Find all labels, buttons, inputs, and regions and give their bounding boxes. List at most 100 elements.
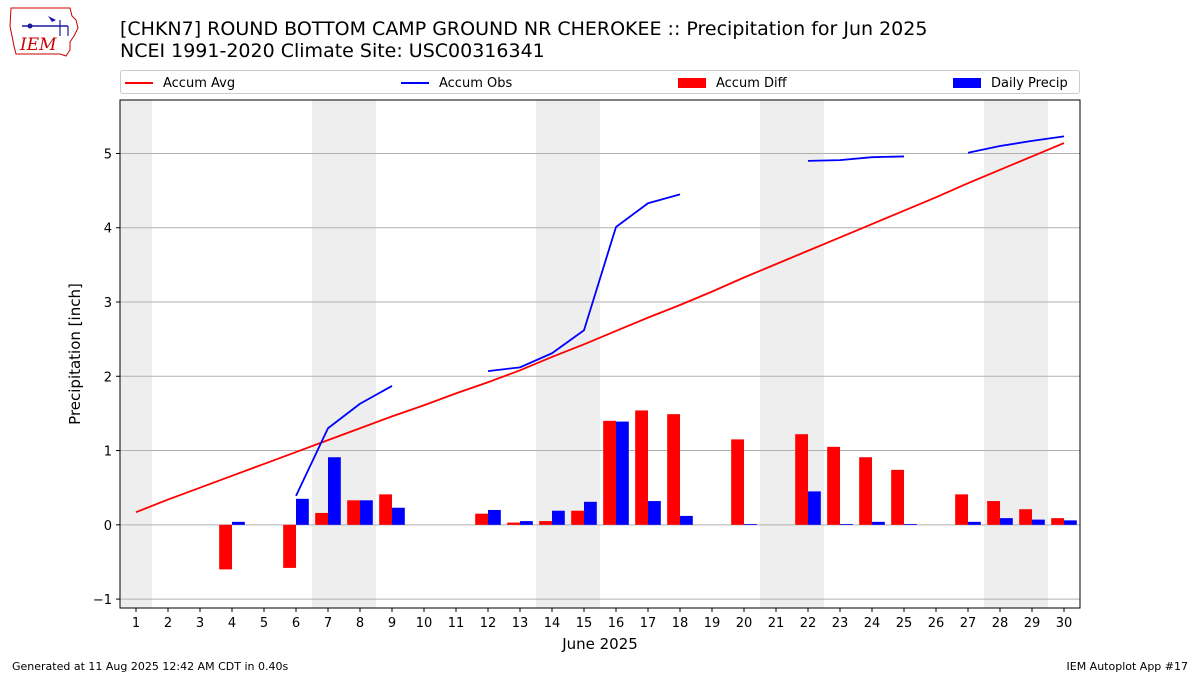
legend-label: Accum Obs: [439, 75, 513, 91]
y-tick-label: 5: [104, 147, 112, 162]
x-tick-label: 22: [800, 616, 817, 631]
legend-label: Accum Avg: [163, 75, 236, 91]
bar-accum-diff: [315, 512, 328, 525]
y-tick-label: 2: [104, 370, 112, 385]
bar-daily-precip: [1000, 518, 1013, 525]
x-axis-label: June 2025: [561, 635, 638, 653]
legend-swatch: [401, 82, 429, 84]
bar-daily-precip: [616, 421, 629, 525]
x-tick-label: 3: [196, 616, 204, 631]
iem-logo: IEM: [9, 7, 79, 57]
bar-accum-diff: [891, 469, 904, 525]
x-tick-label: 6: [292, 616, 300, 631]
x-tick-label: 9: [388, 616, 396, 631]
x-tick-label: 4: [228, 616, 236, 631]
bar-daily-precip: [552, 510, 565, 525]
bar-daily-precip: [392, 507, 405, 525]
line-accum-obs: [487, 193, 681, 372]
x-tick-label: 30: [1056, 616, 1073, 631]
bar-daily-precip: [296, 498, 309, 525]
x-tick-label: 10: [416, 616, 433, 631]
weekend-shade: [120, 100, 152, 608]
weekend-shade: [312, 100, 376, 608]
legend-swatch: [953, 78, 981, 88]
y-tick-label: 4: [104, 222, 112, 237]
x-tick-label: 14: [544, 616, 561, 631]
x-tick-label: 26: [928, 616, 945, 631]
x-tick-label: 1: [132, 616, 140, 631]
bar-accum-diff: [667, 414, 680, 525]
bar-daily-precip: [584, 501, 597, 525]
bar-daily-precip: [744, 524, 757, 525]
legend-item-daily-precip: Daily Precip: [953, 74, 1068, 92]
bar-accum-diff: [795, 434, 808, 525]
x-tick-label: 8: [356, 616, 364, 631]
bar-accum-diff: [347, 500, 360, 525]
bar-daily-precip: [808, 491, 821, 525]
bar-accum-diff: [955, 494, 968, 525]
bar-accum-diff: [731, 439, 744, 525]
plot-frame: [119, 99, 1081, 609]
y-tick-label: 0: [104, 519, 112, 534]
legend-item-accum-avg: Accum Avg: [125, 74, 235, 92]
x-tick-label: 17: [640, 616, 657, 631]
bar-accum-diff: [507, 522, 520, 525]
bar-daily-precip: [680, 515, 693, 525]
x-tick-label: 16: [608, 616, 625, 631]
x-tick-label: 7: [324, 616, 332, 631]
bar-accum-diff: [475, 513, 488, 525]
legend: Accum Avg Accum Obs Accum Diff Daily Pre…: [120, 70, 1080, 94]
bar-accum-diff: [987, 501, 1000, 525]
y-axis-label: Precipitation [inch]: [66, 283, 84, 425]
bar-daily-precip: [232, 521, 245, 525]
chart-subtitle: NCEI 1991-2020 Climate Site: USC00316341: [120, 40, 545, 62]
bar-accum-diff: [283, 524, 296, 568]
bar-daily-precip: [840, 524, 853, 525]
bar-accum-diff: [571, 510, 584, 525]
bar-daily-precip: [904, 524, 917, 525]
weekend-shade: [760, 100, 824, 608]
bar-daily-precip: [1032, 519, 1045, 525]
x-tick-label: 21: [768, 616, 785, 631]
bar-daily-precip: [648, 501, 661, 525]
bar-daily-precip: [872, 521, 885, 525]
bar-daily-precip: [328, 457, 341, 525]
x-tick-label: 11: [448, 616, 465, 631]
bar-daily-precip: [968, 521, 981, 525]
bar-accum-diff: [635, 410, 648, 525]
x-tick-label: 27: [960, 616, 977, 631]
weekend-shade: [536, 100, 600, 608]
y-tick-label: 1: [104, 445, 112, 460]
bar-accum-diff: [379, 494, 392, 525]
x-tick-label: 12: [480, 616, 497, 631]
x-tick-label: 29: [1024, 616, 1041, 631]
bar-accum-diff: [1019, 509, 1032, 525]
legend-swatch: [125, 82, 153, 84]
legend-item-accum-diff: Accum Diff: [678, 74, 787, 92]
line-accum-obs: [967, 135, 1065, 154]
x-tick-label: 15: [576, 616, 593, 631]
line-accum-obs: [807, 155, 905, 162]
bar-accum-diff: [219, 524, 232, 570]
x-tick-label: 28: [992, 616, 1009, 631]
bar-daily-precip: [1064, 520, 1077, 525]
bar-accum-diff: [827, 446, 840, 525]
bar-accum-diff: [603, 420, 616, 525]
x-tick-label: 23: [832, 616, 849, 631]
x-tick-label: 18: [672, 616, 689, 631]
bar-daily-precip: [360, 500, 373, 525]
y-tick-label: 3: [104, 296, 112, 311]
generated-timestamp: Generated at 11 Aug 2025 12:42 AM CDT in…: [12, 660, 289, 673]
legend-swatch: [678, 78, 706, 88]
bar-accum-diff: [539, 521, 552, 525]
x-tick-label: 20: [736, 616, 753, 631]
x-tick-label: 13: [512, 616, 529, 631]
bar-accum-diff: [1051, 518, 1064, 525]
app-credit: IEM Autoplot App #17: [1066, 660, 1189, 673]
x-tick-label: 24: [864, 616, 881, 631]
y-tick-label: −1: [93, 593, 112, 608]
x-tick-label: 25: [896, 616, 913, 631]
line-accum-avg: [135, 142, 1065, 514]
legend-label: Accum Diff: [716, 75, 787, 91]
legend-item-accum-obs: Accum Obs: [401, 74, 512, 92]
